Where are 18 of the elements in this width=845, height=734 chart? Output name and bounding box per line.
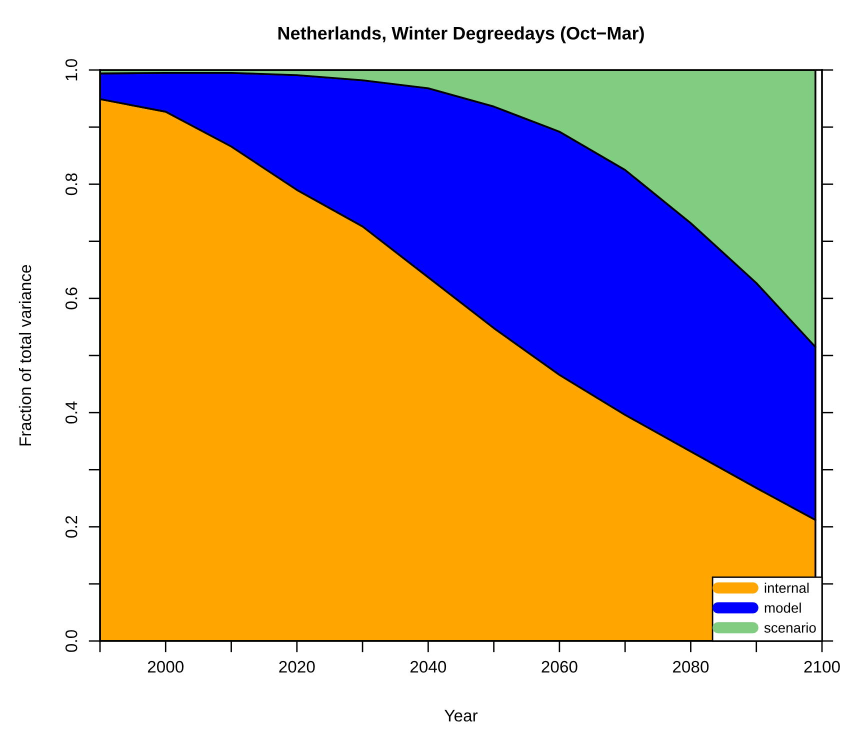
legend-label: model bbox=[764, 602, 801, 613]
y-axis-title: Fraction of total variance bbox=[18, 264, 32, 446]
chart-title: Netherlands, Winter Degreedays (Oct−Mar) bbox=[278, 26, 644, 44]
series-label: internal bbox=[764, 582, 809, 593]
y-tick-label: 0.2 bbox=[65, 516, 78, 538]
y-tick-label: 0.6 bbox=[65, 288, 78, 310]
x-tick-label: 2040 bbox=[410, 660, 446, 673]
legend-label: scenario bbox=[764, 622, 816, 633]
x-tick-label: 2080 bbox=[673, 660, 709, 673]
x-tick-label: 2100 bbox=[804, 660, 840, 673]
y-tick-label: 0.4 bbox=[65, 402, 78, 424]
y-tick-label: 1.0 bbox=[65, 59, 78, 80]
x-axis-title: Year bbox=[444, 710, 478, 722]
x-tick-label: 2060 bbox=[542, 660, 578, 673]
y-tick-label: 0.0 bbox=[65, 630, 78, 652]
x-tick-label: 2000 bbox=[148, 660, 184, 673]
y-tick-label: 0.8 bbox=[65, 173, 78, 196]
x-tick-label: 2020 bbox=[279, 660, 315, 673]
